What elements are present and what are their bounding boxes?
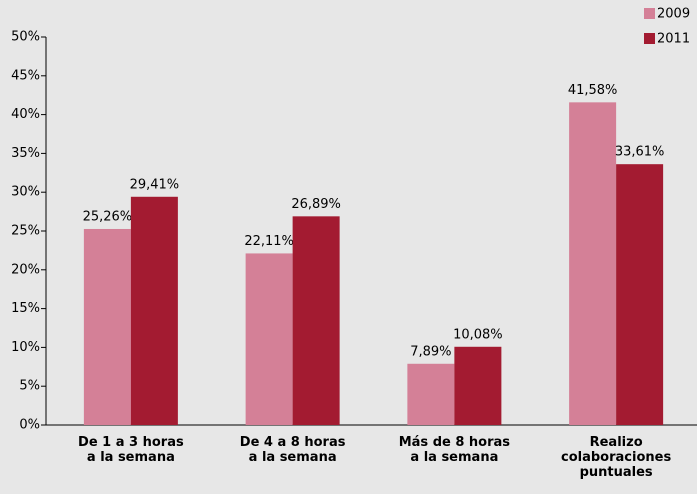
- x-tick-label-line: a la semana: [410, 450, 498, 465]
- y-tick-label: 30%: [11, 185, 40, 200]
- x-tick-label-line: De 1 a 3 horas: [78, 435, 184, 450]
- x-tick-label: Realizo colaboraciones puntuales: [561, 435, 671, 480]
- bar: [454, 346, 502, 425]
- y-tick-label: 45%: [11, 68, 40, 83]
- x-tick-label: Más de 8 horas a la semana: [399, 435, 511, 465]
- y-tick-label: 10%: [11, 340, 40, 355]
- value-label: 33,61%: [615, 145, 665, 160]
- legend-swatch: [644, 8, 655, 19]
- value-label: 22,11%: [244, 234, 294, 249]
- x-tick-label-line: colaboraciones: [561, 450, 671, 465]
- value-label: 26,89%: [291, 197, 341, 212]
- bar: [616, 164, 664, 425]
- y-tick-label: 25%: [11, 224, 40, 239]
- bar: [245, 253, 293, 425]
- y-tick-label: 20%: [11, 262, 40, 277]
- value-label: 41,58%: [568, 83, 618, 98]
- y-tick-label: 15%: [11, 301, 40, 316]
- x-tick-label-line: puntuales: [580, 465, 653, 480]
- y-tick-label: 40%: [11, 107, 40, 122]
- x-tick-label-line: Más de 8 horas: [399, 435, 511, 450]
- bar: [83, 228, 131, 425]
- x-tick-label: De 4 a 8 horas a la semana: [240, 435, 346, 465]
- legend-swatch: [644, 33, 655, 44]
- y-tick-label: 35%: [11, 146, 40, 161]
- y-tick-label: 50%: [11, 30, 40, 45]
- bar: [130, 196, 178, 425]
- y-tick-label: 5%: [19, 379, 40, 394]
- value-label: 10,08%: [453, 327, 503, 342]
- bar: [292, 216, 340, 425]
- legend-label: 2009: [657, 7, 690, 22]
- bar: [407, 363, 455, 425]
- x-tick-label-line: Realizo: [590, 435, 643, 450]
- value-label: 7,89%: [410, 344, 451, 359]
- legend-label: 2011: [657, 32, 690, 47]
- bar: [569, 102, 617, 425]
- y-tick-label: 0%: [19, 418, 40, 433]
- x-tick-label-line: a la semana: [87, 450, 175, 465]
- x-tick-label-line: a la semana: [249, 450, 337, 465]
- value-label: 29,41%: [130, 177, 180, 192]
- x-tick-label-line: De 4 a 8 horas: [240, 435, 346, 450]
- x-tick-label: De 1 a 3 horas a la semana: [78, 435, 184, 465]
- value-label: 25,26%: [83, 209, 133, 224]
